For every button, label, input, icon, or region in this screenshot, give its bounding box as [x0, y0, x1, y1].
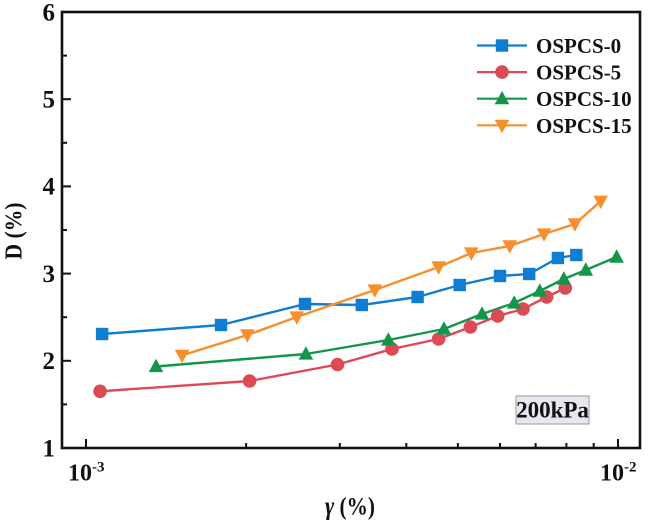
svg-text:-2: -2: [624, 460, 637, 476]
svg-text:10: 10: [68, 461, 92, 487]
svg-text:2: 2: [43, 348, 56, 375]
svg-text:3: 3: [43, 261, 56, 288]
svg-text:5: 5: [43, 87, 56, 114]
svg-text:γ (%): γ (%): [325, 492, 375, 521]
svg-text:200kPa: 200kPa: [516, 398, 589, 423]
svg-text:1: 1: [43, 435, 56, 462]
svg-text:D (%): D (%): [2, 203, 28, 260]
svg-text:OSPCS-0: OSPCS-0: [536, 34, 621, 58]
svg-text:OSPCS-15: OSPCS-15: [536, 114, 632, 138]
svg-text:-3: -3: [92, 460, 105, 476]
svg-text:10: 10: [600, 461, 624, 487]
svg-text:OSPCS-10: OSPCS-10: [536, 87, 632, 111]
svg-text:6: 6: [43, 0, 56, 26]
svg-text:OSPCS-5: OSPCS-5: [536, 61, 621, 85]
svg-text:4: 4: [43, 174, 56, 201]
